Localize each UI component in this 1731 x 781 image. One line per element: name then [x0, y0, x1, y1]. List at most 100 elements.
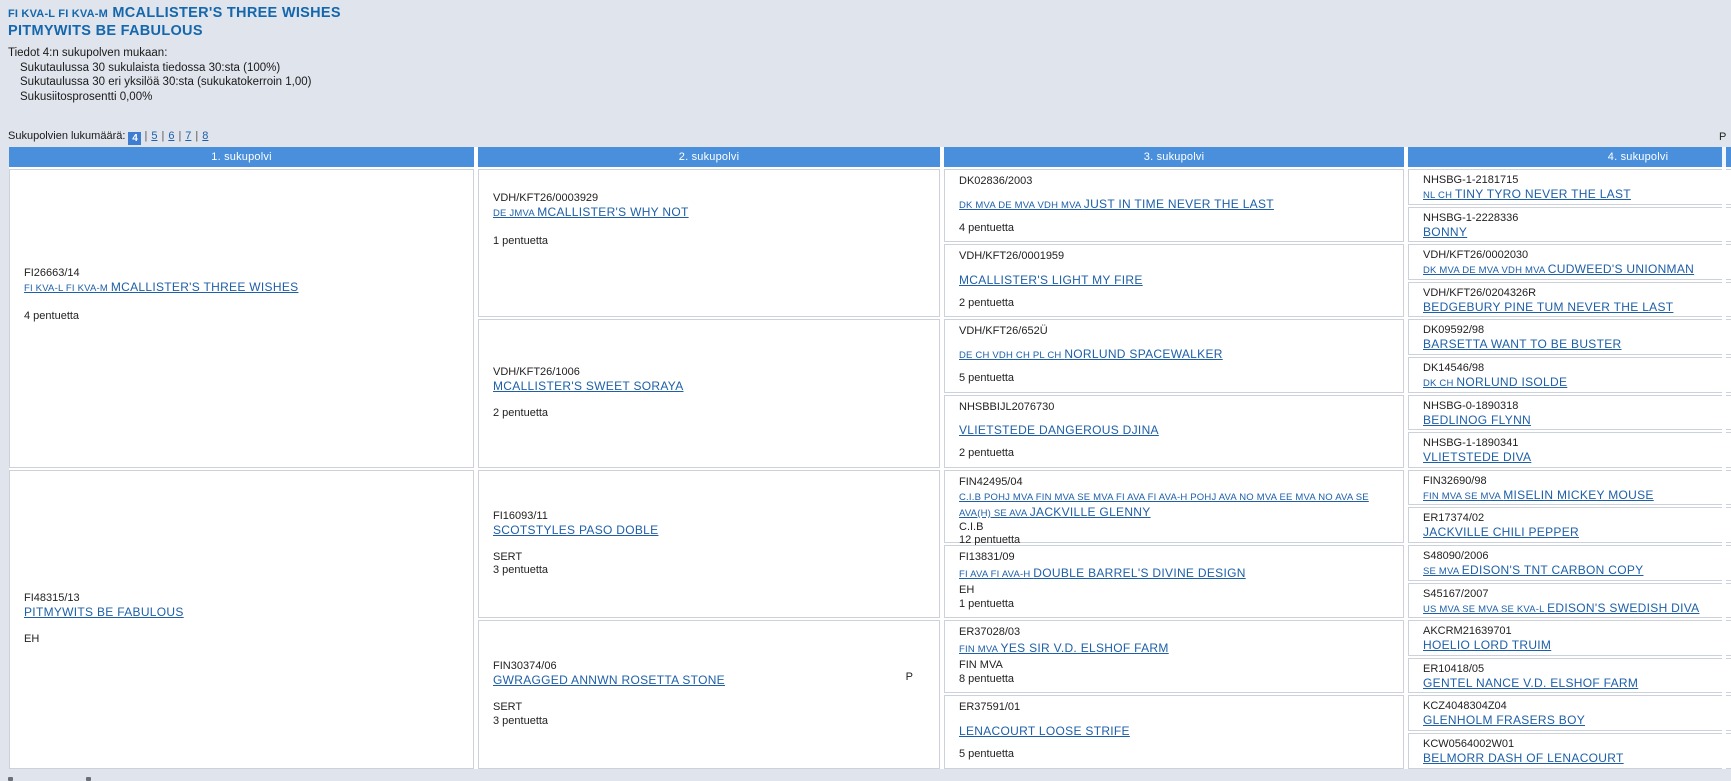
dog-name-link[interactable]: JACKVILLE CHILI PEPPER — [1423, 525, 1731, 539]
pedigree-cell: ER37028/03 FIN MVA YES SIR V.D. ELSHOF FA… — [944, 620, 1404, 694]
generation-link-5[interactable]: 5 — [151, 130, 158, 142]
dog-name: GWRAGGED ANNWN ROSETTA STONE — [493, 673, 725, 688]
extra-line: 1 pentuetta — [493, 234, 549, 247]
registration-number: S45167/2007 — [1423, 587, 1489, 600]
pedigree-cell: VDH/KFT26/0001959 MCALLISTER'S LIGHT MY F… — [944, 244, 1404, 318]
extra-line: 5 pentuetta — [959, 748, 1015, 760]
dog-name: MCALLISTER'S LIGHT MY FIRE — [959, 273, 1143, 288]
pedigree-cell: FI16093/11 SCOTSTYLES PASO DOBLE SERT 3 pen… — [478, 469, 940, 619]
dog-name-link[interactable]: GWRAGGED ANNWN ROSETTA STONE — [493, 673, 929, 687]
dog-name-link[interactable]: MCALLISTER'S LIGHT MY FIRE — [959, 273, 1393, 287]
dog-name-link[interactable]: SCOTSTYLES PASO DOBLE — [493, 523, 929, 537]
dog-name: JACKVILLE CHILI PEPPER — [1423, 525, 1579, 540]
dog-name-link[interactable]: FIN MVA YES SIR V.D. ELSHOF FARM — [959, 641, 1393, 657]
cell-extra-info: 2 pentuetta — [959, 297, 1393, 311]
registration-number: FIN32690/98 — [1423, 474, 1487, 487]
pedigree-cell: NHSBG-1-2228336 BONNY — [1408, 206, 1731, 243]
dog-name: HOELIO LORD TRUIM — [1423, 638, 1552, 653]
registration-number: DK09592/98 — [1423, 324, 1485, 337]
dog-name-link[interactable]: FI AVA FI AVA-H DOUBLE BARREL'S DIVINE D… — [959, 566, 1393, 582]
dog-name: BELMORR DASH OF LENACOURT — [1423, 750, 1624, 765]
dog-name-link[interactable]: BEDLINOG FLYNN — [1423, 413, 1731, 427]
registration-number: FI26663/14 — [24, 267, 80, 280]
pedigree-cell: NHSBG-0-1890318 BEDLINOG FLYNN — [1408, 394, 1731, 431]
dog-titles: US MVA SE MVA SE KVA-L — [1423, 603, 1548, 615]
dog-name-link[interactable]: DE CH VDH CH PL CH NORLUND SPACEWALKER — [959, 347, 1393, 363]
registration-number: VDH/KFT26/0002030 — [1423, 249, 1529, 262]
extra-line: 4 pentuetta — [959, 221, 1015, 234]
dog-name-link[interactable]: BEDGEBURY PINE TUM NEVER THE LAST — [1423, 300, 1731, 314]
dog-name-link[interactable]: BONNY — [1423, 225, 1731, 239]
pedigree-cell: FIN30374/06 GWRAGGED ANNWN ROSETTA STONE S… — [478, 620, 940, 769]
registration-number: VDH/KFT26/0003929 — [493, 191, 599, 204]
page-title-line1: FI KVA-L FI KVA-M MCALLISTER'S THREE WIS… — [8, 5, 341, 21]
registration-number: FIN30374/06 — [493, 660, 557, 673]
dog-titles: NL CH — [1423, 190, 1455, 201]
separator: | — [144, 130, 148, 142]
extra-line: 2 pentuetta — [493, 407, 549, 420]
dog-name-link[interactable]: DK MVA DE MVA VDH MVA JUST IN TIME NEVER… — [959, 197, 1393, 213]
extra-line: EH — [24, 632, 40, 645]
dog-name: TINY TYRO NEVER THE LAST — [1455, 187, 1631, 201]
dog-name-link[interactable]: BELMORR DASH OF LENACOURT — [1423, 751, 1731, 765]
dog-name-link[interactable]: MCALLISTER'S SWEET SORAYA — [493, 379, 929, 393]
dog-name-link[interactable]: FI KVA-L FI KVA-M MCALLISTER'S THREE WIS… — [24, 280, 463, 296]
dog-titles: DK MVA DE MVA VDH MVA — [959, 199, 1084, 211]
dog-name: BARSETTA WANT TO BE BUSTER — [1423, 337, 1622, 352]
cell-extra-info: 5 pentuetta — [959, 748, 1393, 762]
dog-name: VLIETSTEDE DANGEROUS DJINA — [959, 423, 1159, 438]
dog-name-link[interactable]: LENACOURT LOOSE STRIFE — [959, 724, 1393, 738]
pedigree-cell: VDH/KFT26/1006 MCALLISTER'S SWEET SORAYA 2… — [478, 319, 940, 468]
dog-name-link[interactable]: GENTEL NANCE V.D. ELSHOF FARM — [1423, 676, 1731, 690]
extra-line: 4 pentuetta — [24, 310, 80, 323]
registration-number: ER37591/01 — [959, 701, 1021, 714]
dog-name-link[interactable]: PITMYWITS BE FABULOUS — [24, 605, 463, 619]
pedigree-cell: VDH/KFT26/0002030 DK MVA DE MVA VDH MVA C… — [1408, 244, 1731, 280]
generation-selected: 4 — [128, 132, 142, 145]
dog-name: VLIETSTEDE DIVA — [1423, 450, 1532, 465]
dog-name-link[interactable]: SE MVA EDISON'S TNT CARBON COPY — [1423, 563, 1731, 579]
extra-line: SERT — [493, 550, 523, 563]
dog-name: BONNY — [1423, 224, 1468, 239]
dog-name-link[interactable]: DE JMVA MCALLISTER'S WHY NOT — [493, 205, 929, 221]
dog-name-link[interactable]: DK MVA DE MVA VDH MVA CUDWEED'S UNIONMAN — [1423, 262, 1731, 278]
dog-name-link[interactable]: HOELIO LORD TRUIM — [1423, 638, 1731, 652]
dog-name-link[interactable]: NL CH TINY TYRO NEVER THE LAST — [1423, 187, 1731, 203]
dog-name-link[interactable]: GLENHOLM FRASERS BOY — [1423, 713, 1731, 727]
page-title-line2: PITMYWITS BE FABULOUS — [8, 23, 203, 39]
dog-titles: DK MVA DE MVA VDH MVA — [1423, 265, 1548, 277]
registration-number: FI13831/09 — [959, 550, 1015, 563]
dog-titles: DE CH VDH CH PL CH — [959, 350, 1065, 362]
dog-name-link[interactable]: BARSETTA WANT TO BE BUSTER — [1423, 337, 1731, 351]
pedigree-cell: DK14546/98 DK CH NORLUND ISOLDE — [1408, 356, 1731, 393]
dog-name: NORLUND SPACEWALKER — [1064, 347, 1223, 362]
generation-link-7[interactable]: 7 — [185, 130, 192, 142]
dog-name: MCALLISTER'S WHY NOT — [537, 204, 689, 219]
pedigree-cell: ER10418/05 GENTEL NANCE V.D. ELSHOF FARM — [1408, 657, 1731, 694]
cell-extra-info: C.I.B 12 pentuetta — [959, 521, 1393, 548]
dog-name-link[interactable]: DK CH NORLUND ISOLDE — [1423, 375, 1731, 391]
generation-selector: Sukupolvien lukumäärä: 4 | 5 | 6 | 7 | 8 — [8, 130, 209, 145]
dog-name-link[interactable]: C.I.B POHJ MVA FIN MVA SE MVA FI AVA FI … — [959, 489, 1393, 521]
cell-extra-info: 2 pentuetta — [493, 407, 929, 421]
dog-name-link[interactable]: US MVA SE MVA SE KVA-L EDISON'S SWEDISH … — [1423, 601, 1731, 617]
dog-name: MISELIN MICKEY MOUSE — [1503, 487, 1654, 502]
pedigree-cell: DK09592/98 BARSETTA WANT TO BE BUSTER — [1408, 319, 1731, 355]
dog-name-link[interactable]: VLIETSTEDE DANGEROUS DJINA — [959, 423, 1393, 437]
generation-link-6[interactable]: 6 — [168, 130, 175, 142]
dog-name-link[interactable]: VLIETSTEDE DIVA — [1423, 450, 1731, 464]
extra-line: 3 pentuetta — [493, 564, 549, 577]
generation-link-8[interactable]: 8 — [202, 130, 209, 142]
dog-titles: FIN MVA — [959, 644, 1001, 656]
extra-line: 2 pentuetta — [959, 447, 1015, 460]
pedigree-cell: S45167/2007 US MVA SE MVA SE KVA-L EDISON… — [1408, 582, 1731, 619]
registration-number: ER10418/05 — [1423, 662, 1485, 675]
separator: | — [178, 130, 182, 142]
registration-number: FIN42495/04 — [959, 475, 1023, 488]
registration-number: FI48315/13 — [24, 591, 80, 604]
extra-line: SERT — [493, 701, 523, 714]
extra-line: 2 pentuetta — [959, 296, 1015, 309]
info-line: Sukutaulussa 30 eri yksilöä 30:sta (suku… — [20, 76, 312, 88]
dog-name-link[interactable]: FIN MVA SE MVA MISELIN MICKEY MOUSE — [1423, 488, 1731, 504]
dog-name: PITMYWITS BE FABULOUS — [24, 604, 184, 619]
